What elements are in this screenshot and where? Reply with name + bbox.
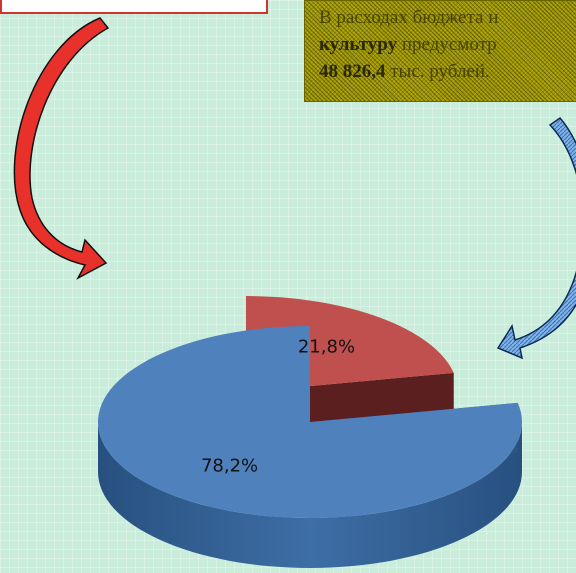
slice-label-0: 21,8% <box>298 336 355 357</box>
note-line-2-bold: культуру <box>319 34 398 55</box>
slice-1-top <box>97 326 522 518</box>
budget-note: В расходах бюджета н культуру предусмотр… <box>304 0 576 102</box>
red-arrow-icon <box>13 17 110 280</box>
note-line-2-rest: предусмотр <box>397 34 497 55</box>
note-line-3: 48 826,4 тыс. рублей. <box>319 58 576 85</box>
slice-label-1: 78,2% <box>201 456 258 477</box>
note-line-3-bold: 48 826,4 <box>319 61 386 82</box>
slice-1-side <box>98 422 522 568</box>
pie-slices <box>97 296 522 568</box>
pie-labels: 21,8% 78,2% <box>201 336 355 476</box>
note-line-1: В расходах бюджета н <box>319 7 499 28</box>
title-box <box>0 0 268 14</box>
note-line-3-rest: тыс. рублей. <box>385 61 490 82</box>
note-line-2: культуру предусмотр <box>319 31 576 58</box>
blue-arrow-icon <box>496 116 576 360</box>
